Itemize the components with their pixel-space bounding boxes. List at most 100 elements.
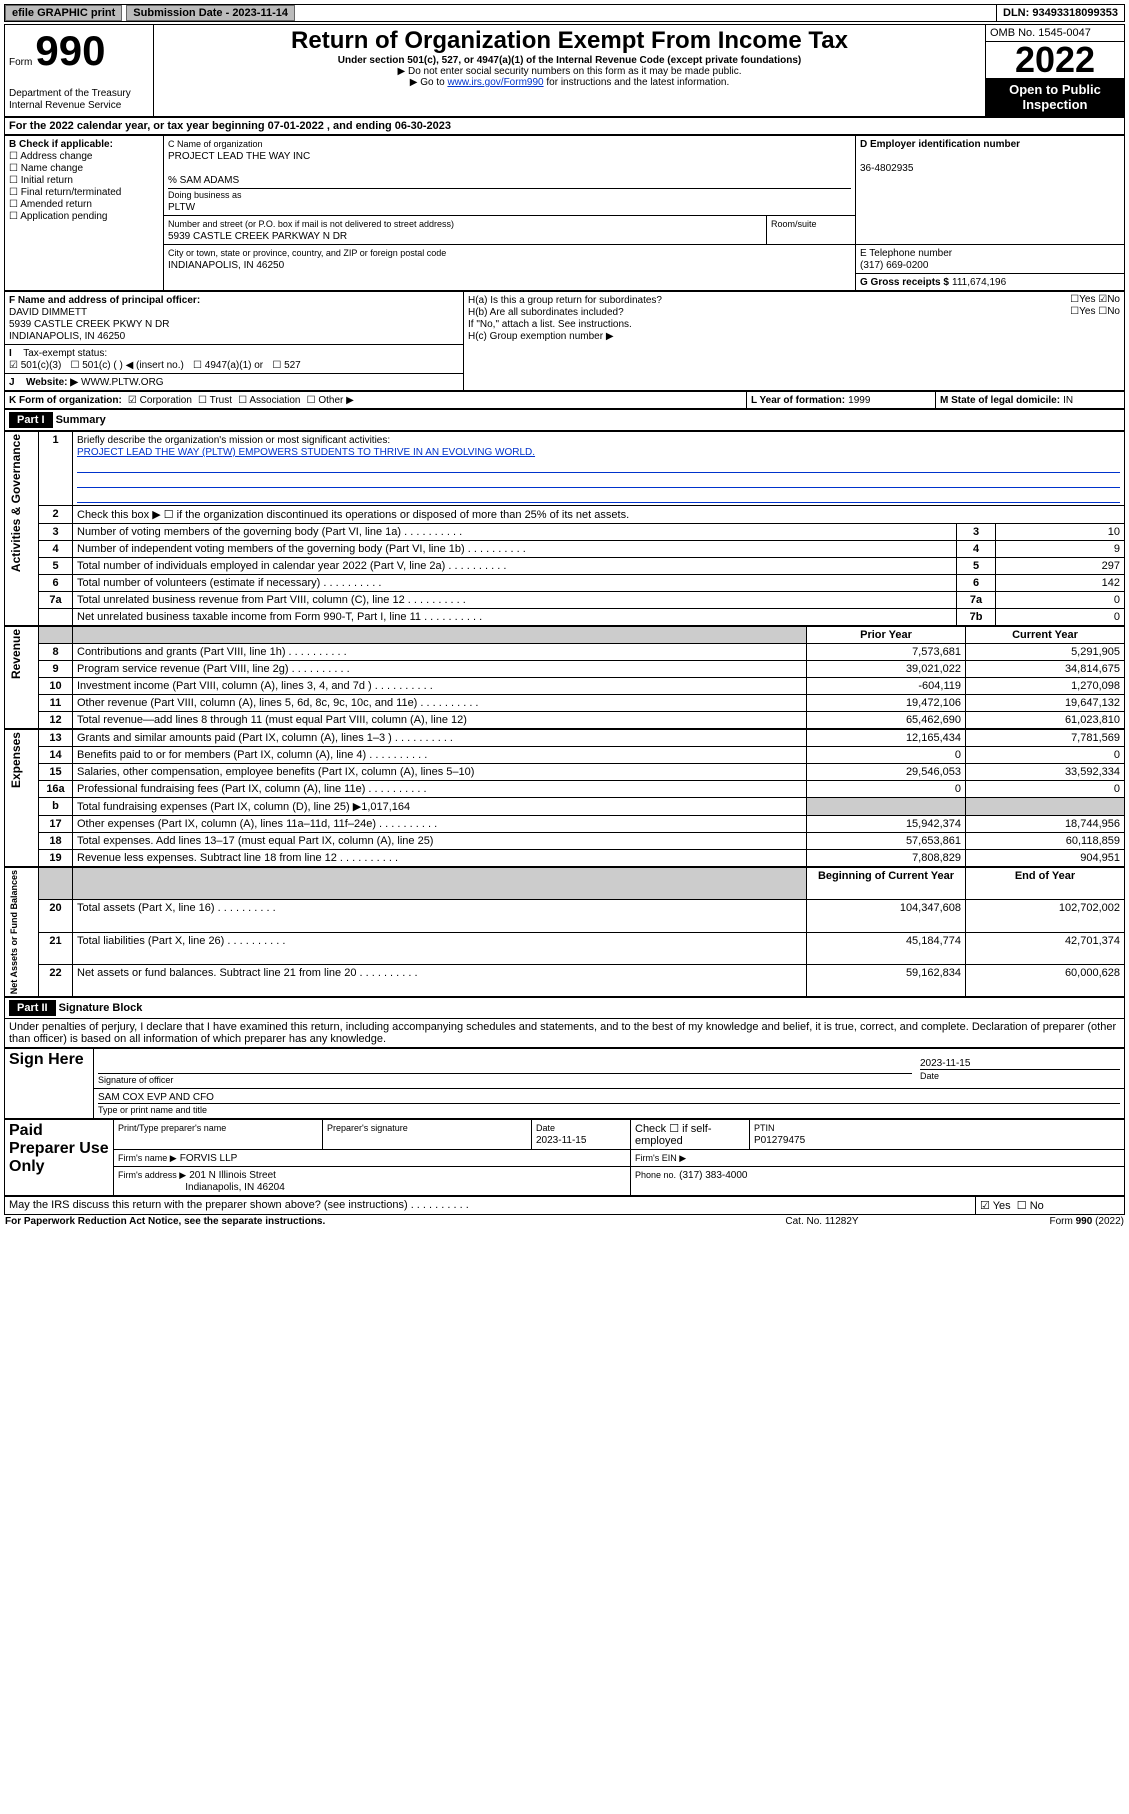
exp-prior: 15,942,374 — [807, 816, 966, 833]
exp-row-text: Professional fundraising fees (Part IX, … — [77, 783, 365, 795]
exp-curr: 7,781,569 — [966, 730, 1125, 747]
website-val: WWW.PLTW.ORG — [81, 377, 164, 388]
tax-year: 2022 — [986, 42, 1124, 78]
city: INDIANAPOLIS, IN 46250 — [168, 260, 284, 271]
mission-link[interactable]: PROJECT LEAD THE WAY (PLTW) EMPOWERS STU… — [77, 447, 535, 458]
firm-addr: 201 N Illinois Street — [189, 1170, 276, 1181]
tax-opt[interactable]: ☑ 501(c)(3) — [9, 360, 61, 371]
exp-curr: 33,592,334 — [966, 764, 1125, 781]
form-note2: ▶ Go to www.irs.gov/Form990 for instruct… — [158, 77, 981, 88]
self-employed[interactable]: Check ☐ if self-employed — [631, 1120, 750, 1150]
ha-yesno[interactable]: ☐Yes ☑No — [1070, 294, 1120, 305]
col-prior: Prior Year — [807, 627, 966, 644]
rev-prior: 19,472,106 — [807, 695, 966, 712]
rev-curr: 5,291,905 — [966, 644, 1125, 661]
submission-date-button[interactable]: Submission Date - 2023-11-14 — [126, 5, 295, 21]
part1-sub: Summary — [56, 414, 106, 426]
form-header-table: Form 990 Department of the Treasury Inte… — [4, 24, 1125, 117]
form-subtitle: Under section 501(c), 527, or 4947(a)(1)… — [158, 55, 981, 66]
l1-label: Briefly describe the organization's miss… — [77, 435, 390, 446]
hb-note: If "No," attach a list. See instructions… — [468, 319, 632, 330]
ptin-label: PTIN — [754, 1123, 775, 1133]
rev-curr: 19,647,132 — [966, 695, 1125, 712]
discuss-yesno[interactable]: ☑ Yes ☐ No — [976, 1197, 1125, 1215]
officer-name: DAVID DIMMETT — [9, 307, 87, 318]
box-b-item[interactable]: ☐ Application pending — [9, 211, 108, 222]
box-b-item[interactable]: ☐ Address change — [9, 151, 92, 162]
exp-prior: 57,653,861 — [807, 833, 966, 850]
org-name: PROJECT LEAD THE WAY INC — [168, 151, 310, 162]
addr-label: Number and street (or P.O. box if mail i… — [168, 219, 454, 229]
addr: 5939 CASTLE CREEK PARKWAY N DR — [168, 231, 347, 242]
k-opt[interactable]: ☐ Other ▶ — [307, 395, 354, 406]
k-opt[interactable]: ☑ Corporation — [128, 395, 192, 406]
exp-curr: 0 — [966, 747, 1125, 764]
sig-name-title-label: Type or print name and title — [98, 1105, 207, 1115]
gross-receipts: 111,674,196 — [952, 277, 1006, 288]
l2-text: Check this box ▶ ☐ if the organization d… — [73, 506, 1125, 524]
efile-print-button[interactable]: efile GRAPHIC print — [5, 5, 122, 21]
k-opt[interactable]: ☐ Association — [238, 395, 300, 406]
exp-row-text: Total fundraising expenses (Part IX, col… — [77, 801, 410, 813]
dba: PLTW — [168, 202, 195, 213]
box-c-label: C Name of organization — [168, 139, 263, 149]
gov-row-text: Total unrelated business revenue from Pa… — [77, 594, 405, 606]
net-row-text: Total assets (Part X, line 16) — [77, 902, 215, 914]
box-b-item[interactable]: ☐ Initial return — [9, 175, 73, 186]
vlabel-rev: Revenue — [9, 629, 23, 679]
paid-preparer-label: Paid Preparer Use Only — [5, 1120, 114, 1196]
net-end: 102,702,002 — [966, 900, 1125, 932]
website-label: Website: ▶ — [26, 377, 78, 388]
tax-opt[interactable]: ☐ 501(c) ( ) ◀ (insert no.) — [71, 360, 184, 371]
dln-label: DLN: 93493318099353 — [996, 5, 1124, 21]
exp-curr: 904,951 — [966, 850, 1125, 867]
city-label: City or town, state or province, country… — [168, 248, 446, 258]
firm-addr-label: Firm's address ▶ — [118, 1170, 186, 1180]
box-d-label: D Employer identification number — [860, 139, 1020, 150]
box-k-label: K Form of organization: — [9, 395, 122, 406]
exp-prior: 12,165,434 — [807, 730, 966, 747]
k-l-m-block: K Form of organization: ☑ Corporation ☐ … — [4, 391, 1125, 409]
box-g-label: G Gross receipts $ — [860, 277, 949, 288]
gov-row-val: 10 — [996, 524, 1125, 541]
gov-row-text: Total number of volunteers (estimate if … — [77, 577, 320, 589]
box-b-item[interactable]: ☐ Amended return — [9, 199, 92, 210]
dba-label: Doing business as — [168, 190, 242, 200]
hb-label: H(b) Are all subordinates included? — [468, 307, 624, 318]
hb-yesno[interactable]: ☐Yes ☐No — [1070, 306, 1120, 317]
firm-phone-label: Phone no. — [635, 1170, 676, 1180]
rev-prior: 39,021,022 — [807, 661, 966, 678]
gov-row-val: 142 — [996, 575, 1125, 592]
gov-row-val: 9 — [996, 541, 1125, 558]
tax-opt[interactable]: ☐ 4947(a)(1) or — [193, 360, 263, 371]
k-opt[interactable]: ☐ Trust — [198, 395, 232, 406]
ha-label: H(a) Is this a group return for subordin… — [468, 295, 662, 306]
form-title: Return of Organization Exempt From Incom… — [158, 27, 981, 55]
top-bar: efile GRAPHIC print Submission Date - 20… — [4, 4, 1125, 22]
gov-row-text: Number of independent voting members of … — [77, 543, 465, 555]
irs-link[interactable]: www.irs.gov/Form990 — [447, 77, 543, 88]
firm-phone: (317) 383-4000 — [679, 1170, 747, 1181]
col-curr: Current Year — [966, 627, 1125, 644]
sig-date-val: 2023-11-15 — [920, 1058, 970, 1069]
irs-label: Internal Revenue Service — [9, 100, 121, 111]
gov-row-val: 0 — [996, 609, 1125, 626]
net-row-text: Net assets or fund balances. Subtract li… — [77, 967, 356, 979]
firm-city: Indianapolis, IN 46204 — [185, 1182, 285, 1193]
prep-date-label: Date — [536, 1123, 555, 1133]
note2-post: for instructions and the latest informat… — [544, 77, 730, 88]
careof: % SAM ADAMS — [168, 175, 239, 186]
officer-city: INDIANAPOLIS, IN 46250 — [9, 331, 125, 342]
box-b-item[interactable]: ☐ Final return/terminated — [9, 187, 121, 198]
part1-net: Net Assets or Fund Balances Beginning of… — [4, 867, 1125, 997]
tax-opt[interactable]: ☐ 527 — [272, 360, 300, 371]
rev-curr: 1,270,098 — [966, 678, 1125, 695]
box-j-label: J — [9, 377, 23, 388]
entity-block: B Check if applicable: ☐ Address change … — [4, 135, 1125, 291]
part1-header: Part I Summary — [4, 409, 1125, 431]
part2-header: Part II Signature Block Under penalties … — [4, 997, 1125, 1048]
box-l-label: L Year of formation: — [751, 395, 845, 406]
prep-sig-label: Preparer's signature — [327, 1123, 408, 1133]
box-b-item[interactable]: ☐ Name change — [9, 163, 83, 174]
rev-row-text: Contributions and grants (Part VIII, lin… — [77, 646, 286, 658]
